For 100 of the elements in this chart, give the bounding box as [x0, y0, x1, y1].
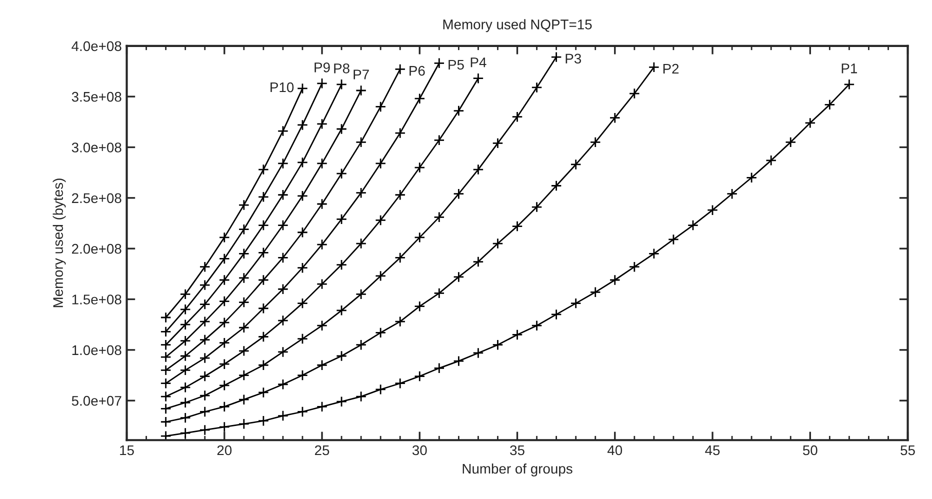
series-label: P7 — [354, 70, 369, 80]
y-tick-label: 5.0e+07 — [72, 396, 122, 406]
series-label: P6 — [410, 66, 425, 76]
point — [296, 156, 308, 168]
point — [316, 320, 328, 332]
x-tick-label: 25 — [314, 445, 330, 456]
point — [453, 188, 464, 200]
chart-title: Memory used NQPT=15 — [443, 19, 592, 32]
y-tick-label: 2.5e+08 — [72, 193, 122, 204]
point — [199, 352, 210, 364]
point — [785, 136, 796, 148]
point — [414, 300, 426, 312]
y-tick-label: 1.0e+08 — [72, 345, 122, 356]
point — [394, 64, 406, 75]
point — [394, 316, 406, 328]
point — [590, 286, 601, 298]
point — [609, 274, 620, 286]
point — [706, 204, 718, 216]
point — [277, 314, 289, 326]
point — [199, 406, 210, 418]
point — [296, 226, 308, 238]
point — [258, 331, 269, 342]
point — [336, 350, 348, 362]
point — [375, 384, 386, 396]
point — [180, 397, 191, 408]
point — [277, 189, 289, 200]
x-tick-label: 40 — [607, 445, 622, 456]
point — [218, 421, 230, 432]
point — [550, 52, 562, 63]
point — [472, 256, 484, 268]
point — [336, 168, 348, 180]
point — [258, 164, 269, 176]
point — [160, 430, 172, 440]
point — [512, 111, 523, 122]
point — [160, 378, 172, 389]
point — [375, 214, 386, 226]
point — [434, 134, 445, 146]
point — [336, 123, 348, 135]
point — [277, 220, 289, 231]
point — [394, 378, 406, 389]
point — [277, 158, 289, 170]
point — [316, 278, 328, 290]
point — [238, 248, 250, 260]
point — [492, 238, 504, 250]
series-label: P10 — [270, 82, 294, 92]
point — [199, 261, 210, 272]
point — [258, 191, 269, 202]
point — [160, 326, 172, 338]
x-tick-label: 20 — [217, 445, 232, 456]
point — [296, 119, 308, 131]
x-tick-label: 15 — [120, 445, 134, 456]
y-axis-title: Memory used (bytes) — [52, 178, 66, 308]
point — [414, 162, 426, 174]
point — [453, 271, 464, 283]
point — [180, 364, 191, 376]
point — [687, 220, 699, 231]
point — [394, 189, 406, 200]
point — [160, 364, 172, 376]
point — [394, 128, 406, 139]
point — [414, 93, 426, 104]
point — [434, 362, 445, 374]
point — [336, 214, 348, 225]
point — [316, 238, 328, 250]
point — [531, 82, 542, 94]
point — [199, 316, 210, 328]
point — [258, 415, 269, 426]
point — [160, 312, 172, 324]
series-label: P8 — [334, 64, 350, 74]
point — [356, 84, 367, 96]
y-tick-label: 3.5e+08 — [72, 92, 122, 102]
x-tick-label: 50 — [802, 445, 818, 456]
point — [824, 99, 836, 110]
point — [336, 304, 348, 316]
point — [336, 78, 348, 90]
point — [238, 296, 250, 308]
point — [296, 262, 308, 274]
point — [160, 390, 172, 402]
point — [336, 259, 348, 270]
point — [218, 358, 230, 370]
point — [394, 252, 406, 264]
point — [375, 327, 386, 338]
point — [804, 117, 816, 128]
point — [628, 261, 640, 272]
point — [277, 378, 289, 390]
point — [492, 138, 504, 149]
point — [180, 288, 191, 300]
point — [180, 350, 191, 362]
point — [218, 337, 230, 348]
point — [277, 125, 289, 137]
point — [648, 248, 660, 260]
point — [199, 370, 210, 382]
point — [434, 212, 445, 223]
point — [218, 317, 230, 328]
point — [316, 118, 328, 130]
series-label: P4 — [470, 58, 486, 68]
point — [316, 401, 328, 412]
point — [434, 58, 445, 69]
point — [316, 198, 328, 210]
point — [434, 288, 445, 299]
series-label: P9 — [314, 62, 330, 72]
